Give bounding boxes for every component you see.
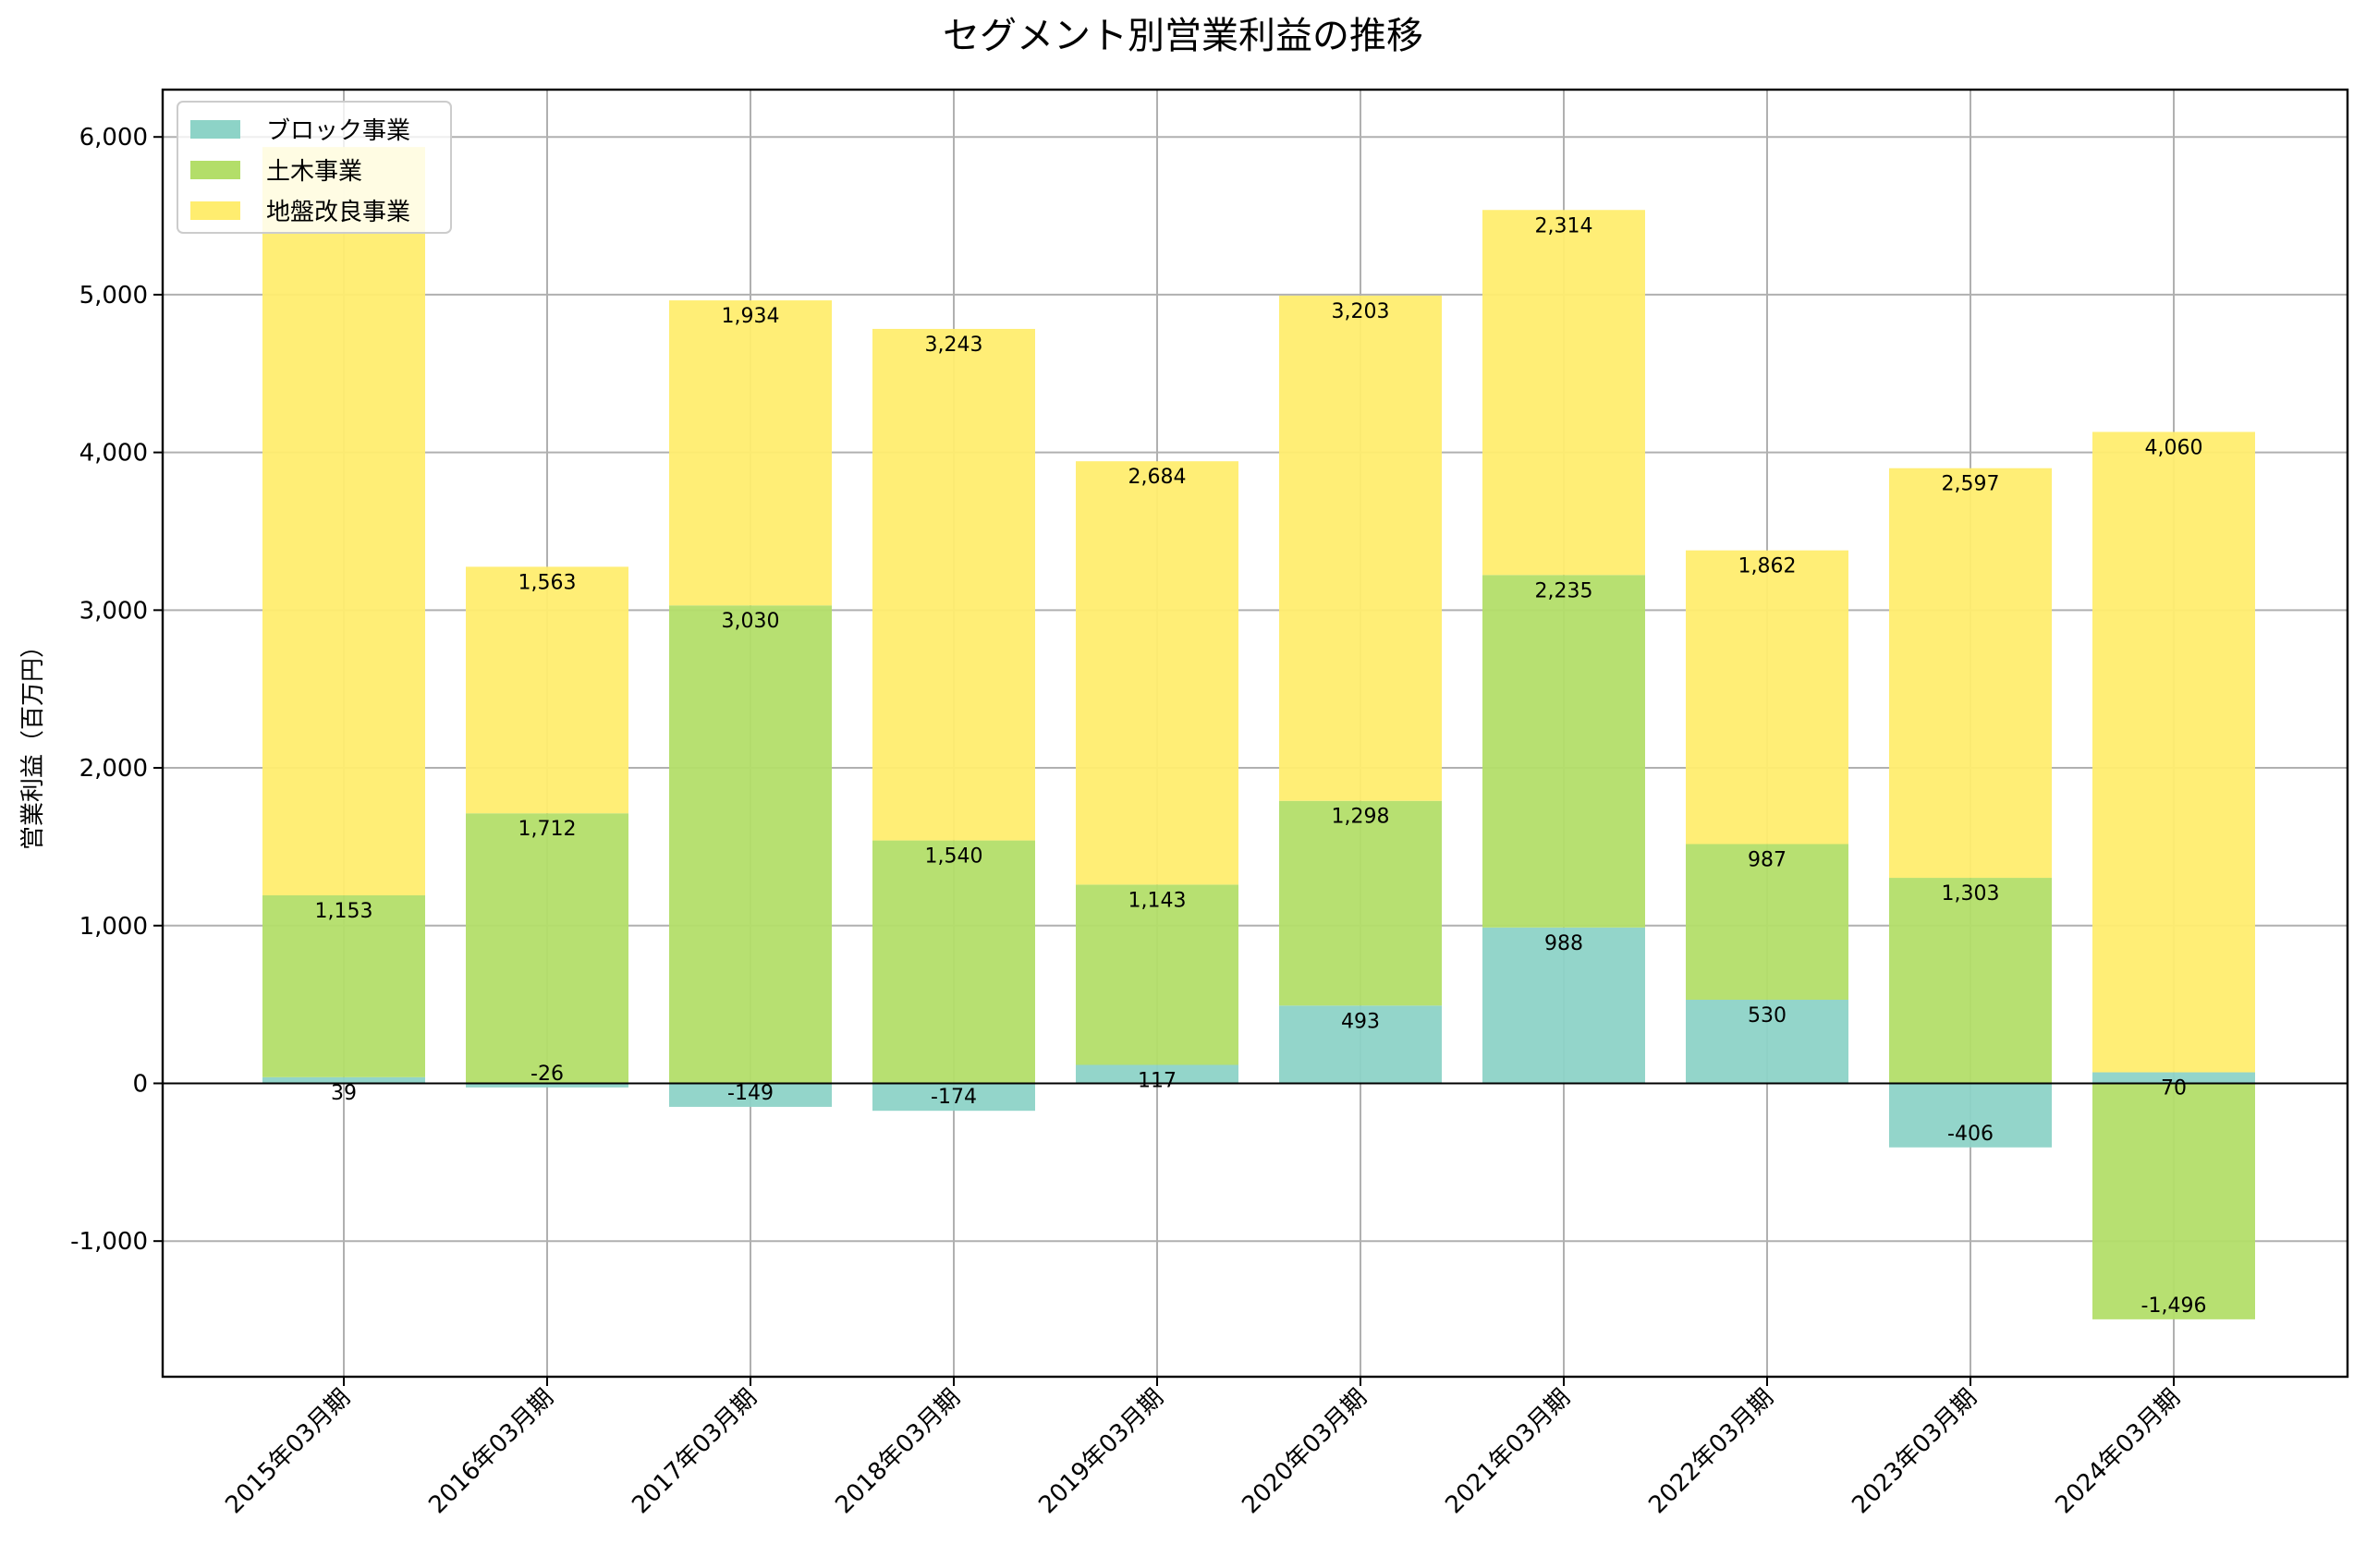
bar-1 (669, 1083, 832, 1107)
data-label: 2,597 (1942, 473, 2000, 496)
bar-3 (669, 300, 832, 606)
legend-swatch (190, 161, 240, 179)
data-label: 3,243 (925, 334, 983, 357)
data-label: 1,143 (1128, 889, 1187, 912)
bars (262, 147, 2255, 1319)
data-label: 1,934 (722, 305, 780, 328)
data-labels: 39 1,153 -26 1,712 1,563 -149 3,030 1,934 -174 1,… (315, 214, 2207, 1318)
bar-3 (262, 147, 425, 895)
bar-3 (1279, 295, 1442, 801)
legend-swatch (190, 201, 240, 220)
y-tick-label: 1,000 (79, 913, 148, 941)
bar-2 (669, 605, 832, 1084)
y-tick-label: -1,000 (70, 1228, 148, 1256)
y-tick-label: 5,000 (79, 282, 148, 310)
data-label: 2,235 (1535, 579, 1593, 602)
data-label: 530 (1748, 1004, 1787, 1027)
x-tick-label: 2020年03月期 (1237, 1384, 1372, 1520)
x-tick-label: 2016年03月期 (423, 1384, 559, 1520)
data-label: 987 (1748, 849, 1787, 872)
data-label: -26 (531, 1063, 564, 1086)
data-label: 1,712 (518, 818, 577, 841)
bar-2 (1076, 884, 1238, 1065)
data-label: 988 (1544, 932, 1583, 955)
bar-3 (466, 566, 628, 814)
bar-3 (1076, 461, 1238, 885)
bar-2 (1279, 800, 1442, 1006)
bar-3 (872, 328, 1035, 841)
data-label: -174 (931, 1086, 977, 1109)
bar-1 (1889, 1083, 2052, 1148)
data-label: 1,298 (1332, 806, 1390, 829)
data-label: 117 (1138, 1070, 1177, 1093)
data-label: 3,203 (1332, 300, 1390, 323)
x-tick-label: 2017年03月期 (627, 1384, 762, 1520)
data-label: 70 (2161, 1077, 2187, 1100)
data-label: 2,684 (1128, 466, 1187, 489)
x-tick-label: 2022年03月期 (1643, 1384, 1779, 1520)
x-tick-label: 2018年03月期 (830, 1384, 966, 1520)
data-label: 1,303 (1942, 882, 2000, 906)
y-tick-label: 0 (132, 1070, 148, 1098)
legend-entry: ブロック事業 (266, 117, 410, 145)
plot-frame (161, 88, 2349, 1379)
y-tick-label: 4,000 (79, 440, 148, 468)
bar-1 (1076, 1064, 1238, 1084)
bar-3 (1686, 550, 1848, 845)
bar-2 (466, 813, 628, 1084)
data-label: 1,563 (518, 571, 577, 594)
data-label: 493 (1341, 1010, 1380, 1033)
bar-1 (1279, 1005, 1442, 1084)
bar-2 (872, 840, 1035, 1084)
bar-1 (2092, 1072, 2255, 1084)
bar-1 (1482, 927, 1645, 1084)
chart-title: セグメント別営業利益の推移 (943, 15, 1423, 57)
y-tick-label: 3,000 (79, 597, 148, 625)
x-tick-label: 2023年03月期 (1847, 1384, 1982, 1520)
bar-1 (1686, 1000, 1848, 1084)
bar-2 (1686, 844, 1848, 1001)
data-label: 2,314 (1535, 214, 1593, 237)
data-label: 1,540 (925, 845, 983, 869)
bar-2 (1889, 878, 2052, 1084)
data-label: -1,496 (2141, 1295, 2207, 1318)
data-label: 39 (331, 1082, 357, 1105)
bar-3 (1482, 210, 1645, 576)
bar-2 (1482, 575, 1645, 928)
legend-entry: 地盤改良事業 (266, 199, 410, 226)
data-label: 1,153 (315, 900, 373, 923)
bar-1 (872, 1083, 1035, 1112)
data-label: 3,030 (722, 610, 780, 633)
y-tick-label: 6,000 (79, 124, 148, 152)
legend-entry: 土木事業 (266, 158, 362, 186)
bar-3 (2092, 432, 2255, 1073)
x-tick-label: 2021年03月期 (1440, 1384, 1576, 1520)
x-tick-label: 2024年03月期 (2050, 1384, 2186, 1520)
data-label: -406 (1947, 1123, 1994, 1146)
bar-2 (2092, 1083, 2255, 1319)
bar-2 (262, 894, 425, 1077)
legend-box (177, 101, 452, 234)
legend-swatch (190, 120, 240, 139)
data-label: 1,862 (1738, 555, 1797, 578)
bar-1 (262, 1076, 425, 1084)
y-tick-label: 2,000 (79, 755, 148, 783)
bar-3 (1889, 468, 2052, 879)
x-tick-label: 2019年03月期 (1033, 1384, 1169, 1520)
x-tick-label: 2015年03月期 (220, 1384, 356, 1520)
bar-1 (466, 1083, 628, 1088)
y-axis-label: 営業利益（百万円） (19, 634, 47, 850)
data-label: 4,060 (2145, 436, 2203, 459)
data-label: -149 (727, 1082, 774, 1105)
